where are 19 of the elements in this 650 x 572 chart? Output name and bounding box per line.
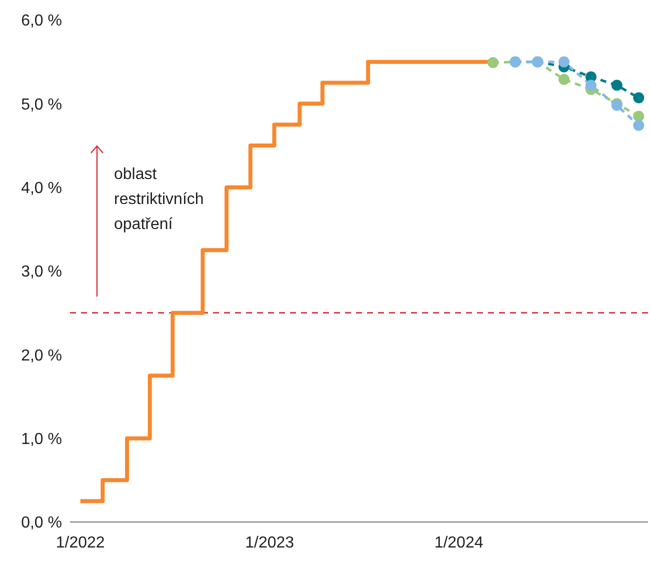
x-tick-label: 1/2022 [56,534,105,552]
x-tick-label: 1/2024 [434,534,484,552]
annotation: oblast restriktivních opatření [114,165,205,236]
point [611,80,622,91]
y-tick-label: 3,0 % [21,264,62,281]
point [585,80,596,91]
y-tick-label: 2,0 % [21,347,62,364]
point [633,110,644,122]
point [633,120,644,131]
y-tick-label: 6,0 % [21,12,62,30]
point [558,56,570,68]
x-tick-label: 1/2023 [245,534,294,552]
y-tick-label: 0,0 % [21,514,62,532]
y-tick-label: 5,0 % [21,96,62,114]
point [488,57,499,68]
point [633,92,644,104]
point [558,74,570,85]
y-tick-label: 4,0 % [21,180,62,198]
y-tick-label: 1,0 % [21,431,62,448]
